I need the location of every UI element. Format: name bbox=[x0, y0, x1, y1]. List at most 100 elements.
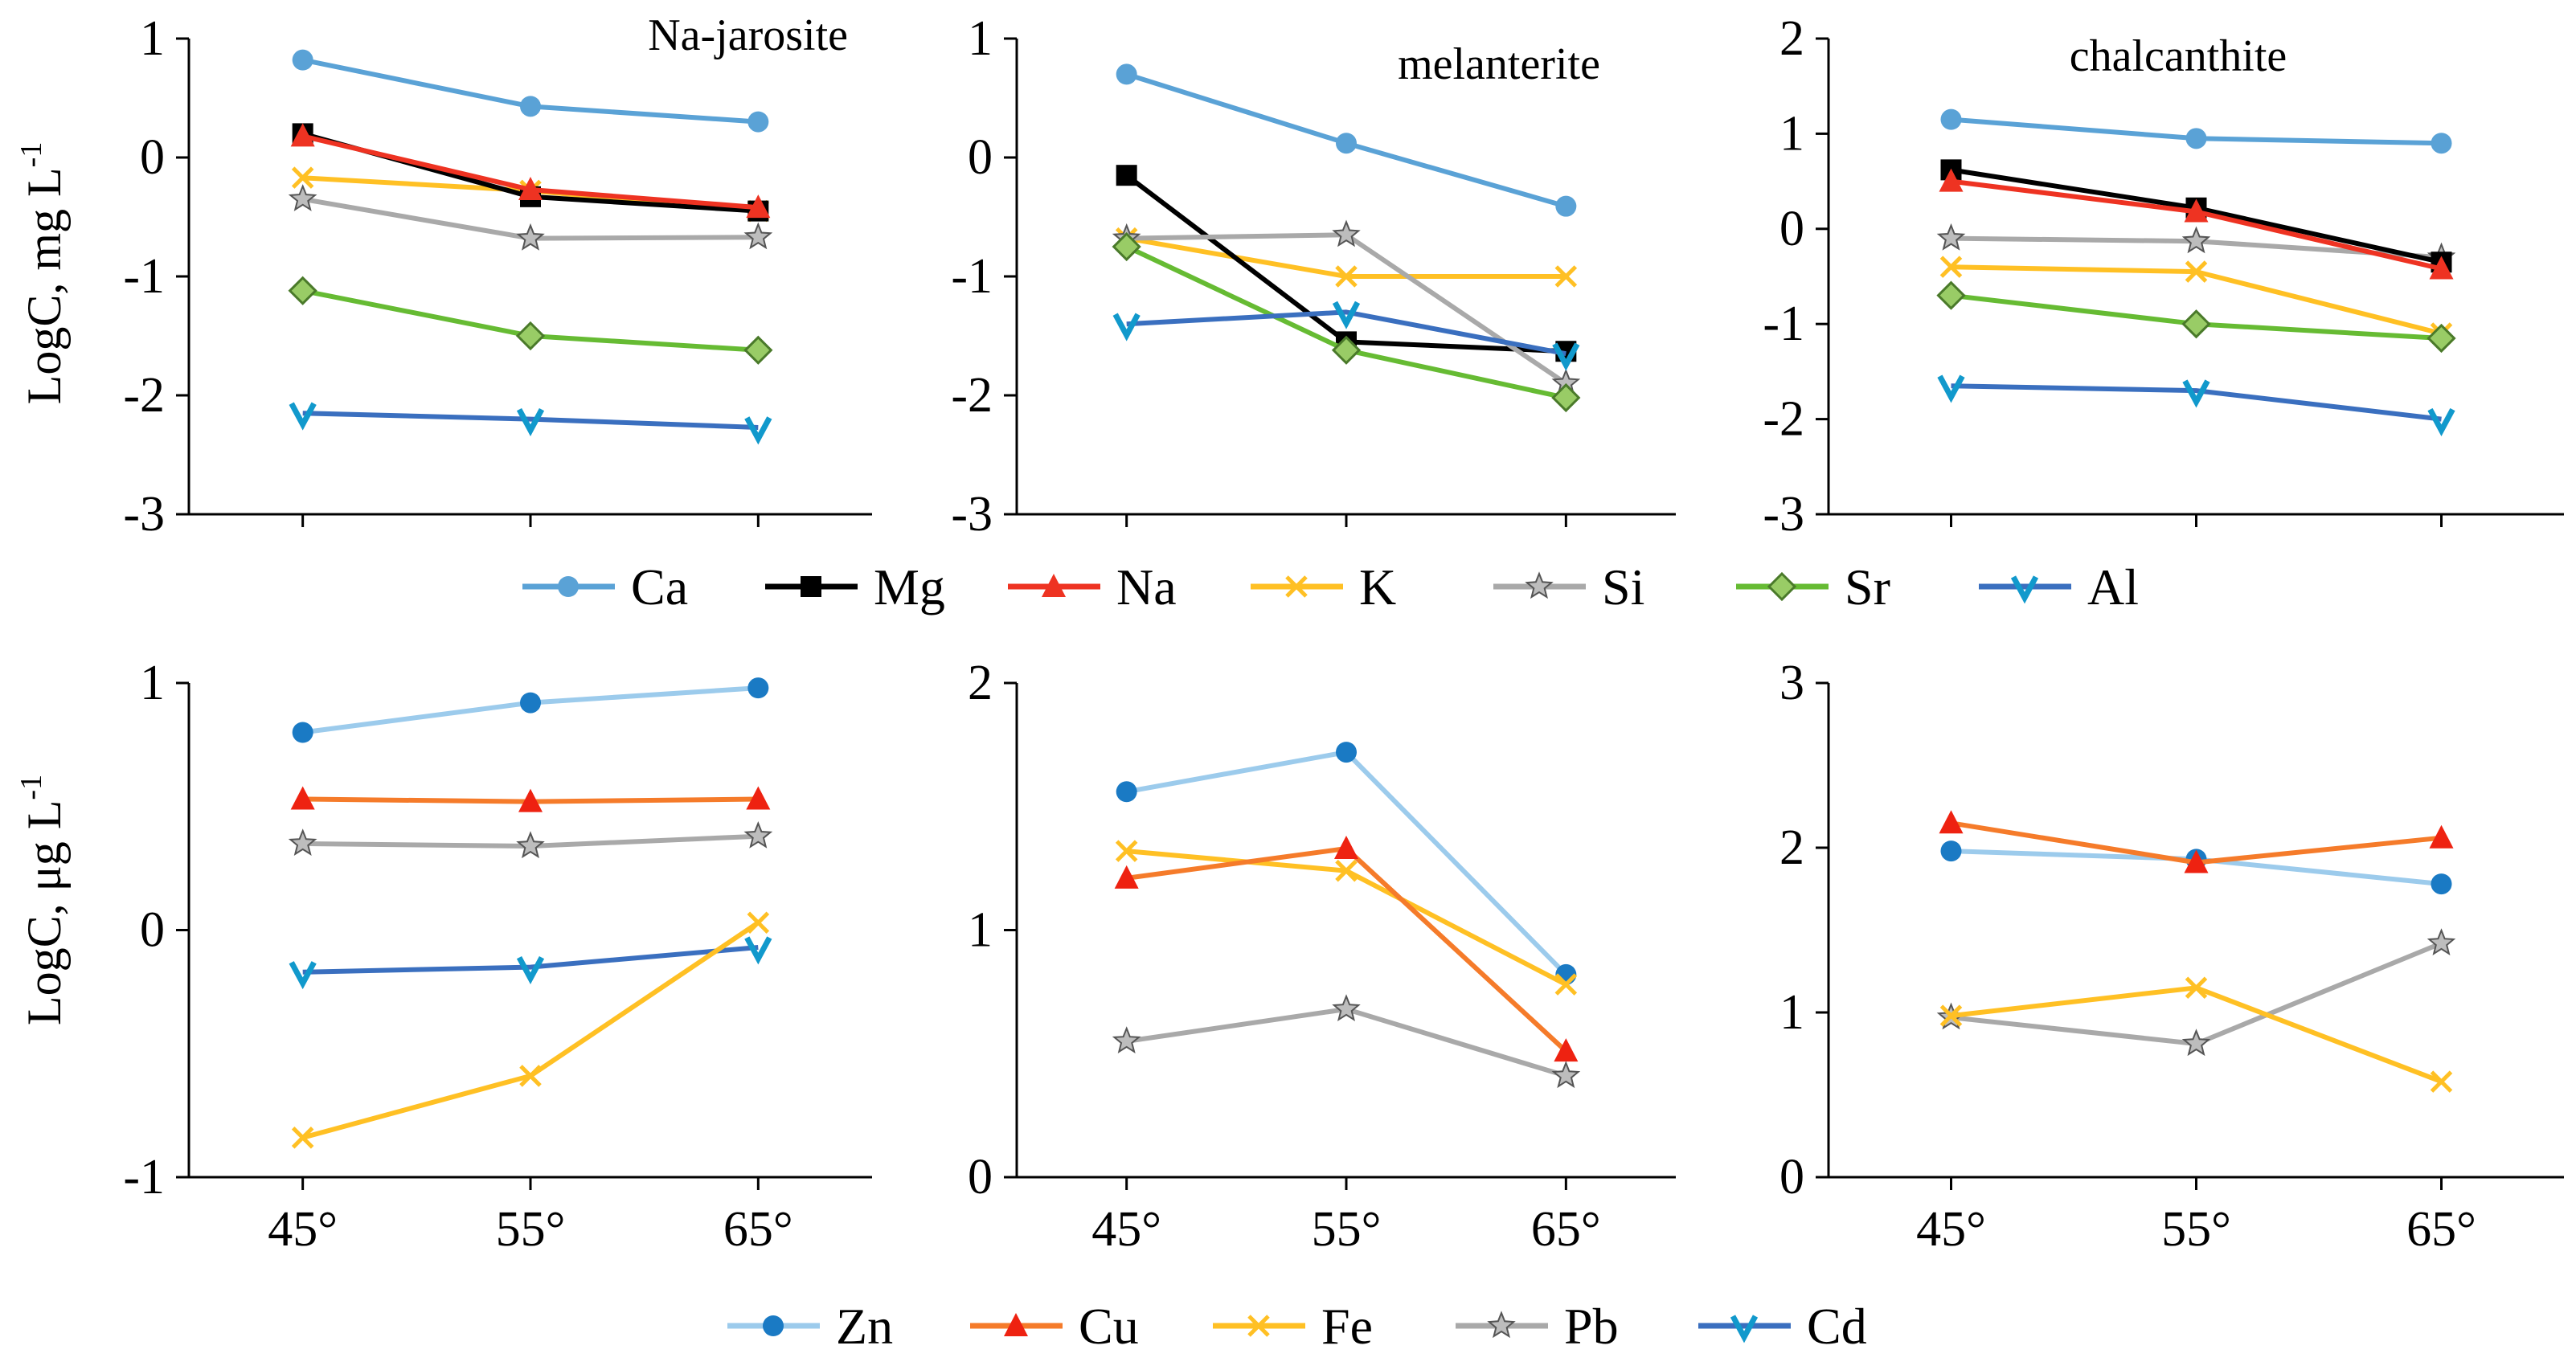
data-point-sr bbox=[288, 276, 317, 305]
legend-item-ca: Ca bbox=[522, 558, 688, 616]
data-point-al bbox=[516, 407, 545, 436]
y-tick-label: 0 bbox=[140, 903, 165, 958]
y-tick-label: -1 bbox=[1763, 297, 1804, 351]
x-tick-label: 65° bbox=[723, 1202, 793, 1257]
legend-label: Mg bbox=[874, 558, 945, 616]
x-tick-label: 45° bbox=[268, 1202, 338, 1257]
panel-4: 1 0 -1 45° 55° 65° bbox=[123, 656, 872, 1257]
data-point-fe bbox=[1335, 859, 1358, 882]
data-point-si bbox=[288, 184, 317, 211]
data-point-mg bbox=[1116, 165, 1137, 186]
y-tick-label: 0 bbox=[968, 130, 993, 185]
legend-item-cd: Cd bbox=[1698, 1298, 1867, 1355]
legend-item-cu: Cu bbox=[970, 1298, 1139, 1355]
y-tick-label: 0 bbox=[140, 130, 165, 185]
legend-label: Na bbox=[1116, 558, 1177, 616]
data-point-cd bbox=[516, 955, 545, 985]
data-point-pb bbox=[288, 828, 317, 856]
data-point-zn bbox=[747, 677, 769, 699]
series-fe bbox=[1115, 840, 1578, 996]
panel-2: 1 0 -1 -2 -3 melanterite bbox=[951, 11, 1676, 542]
panel-title: chalcanthite bbox=[2070, 31, 2287, 81]
data-point-na bbox=[518, 176, 543, 200]
data-point-fe bbox=[2430, 1070, 2453, 1093]
series-cd bbox=[289, 936, 772, 990]
data-point-al bbox=[1552, 342, 1580, 371]
series-na bbox=[1939, 168, 2454, 280]
panel-6: 3 2 1 0 45° 55° 65° bbox=[1779, 656, 2564, 1257]
x-tick-label: 45° bbox=[1916, 1202, 1986, 1257]
series-ca bbox=[1116, 63, 1577, 217]
data-point-al bbox=[744, 416, 772, 445]
series-line-al bbox=[1951, 383, 2442, 422]
legend-item-pb: Pb bbox=[1456, 1298, 1619, 1355]
data-point-pb bbox=[2427, 928, 2456, 955]
data-point-cu bbox=[290, 786, 315, 810]
data-point-zn bbox=[1116, 781, 1137, 803]
y-tick-label: 1 bbox=[1779, 106, 1804, 161]
legend-item-fe: Fe bbox=[1213, 1298, 1373, 1355]
series-al bbox=[289, 402, 772, 445]
x-tick-label: 65° bbox=[2406, 1202, 2476, 1257]
y-tick-label: 2 bbox=[968, 656, 993, 710]
data-point-pb bbox=[2181, 1029, 2211, 1057]
data-point-al bbox=[2427, 407, 2455, 436]
legend-marker-fe bbox=[1247, 1315, 1270, 1337]
data-point-al bbox=[289, 402, 317, 431]
legend-marker-mg bbox=[801, 576, 821, 597]
data-point-fe bbox=[1939, 1004, 1963, 1027]
y-tick-label: -3 bbox=[1763, 487, 1804, 542]
data-point-ca bbox=[1336, 133, 1357, 154]
y-tick-label: 0 bbox=[968, 1150, 993, 1204]
series-line-al bbox=[302, 411, 759, 430]
y-tick-label: 1 bbox=[140, 11, 165, 66]
data-point-cu bbox=[1939, 810, 1964, 834]
legend-label: Pb bbox=[1564, 1298, 1619, 1355]
data-point-al bbox=[2182, 379, 2210, 408]
data-point-ca bbox=[747, 111, 769, 133]
legend-marker-k bbox=[1285, 575, 1308, 598]
panel-1: 1 0 -1 -2 -3 Na-jarosite bbox=[123, 10, 872, 542]
series-mg bbox=[292, 123, 769, 222]
series-fe bbox=[291, 911, 770, 1149]
legend-item-k: K bbox=[1251, 558, 1396, 616]
y-tick-label: 1 bbox=[140, 656, 165, 710]
legend-label: Si bbox=[1602, 558, 1644, 616]
y-tick-label: -2 bbox=[123, 368, 165, 423]
series-si bbox=[288, 184, 773, 251]
x-tick-label: 55° bbox=[2161, 1202, 2231, 1257]
data-point-ca bbox=[292, 49, 313, 71]
series-line-pb bbox=[1951, 941, 2443, 1046]
series-line-zn bbox=[1126, 750, 1568, 976]
legend-marker-ca bbox=[558, 576, 579, 597]
data-point-sr bbox=[1331, 335, 1362, 365]
y-axis-label-top: LogC, mg L-1 bbox=[14, 142, 71, 405]
y-tick-label: -2 bbox=[951, 368, 993, 423]
data-point-cu bbox=[1554, 1038, 1579, 1062]
legend-label: Al bbox=[2087, 558, 2139, 616]
data-point-si bbox=[1936, 223, 1966, 251]
y-tick-label: -1 bbox=[951, 249, 993, 304]
y-tick-label: -1 bbox=[123, 1150, 165, 1204]
data-point-fe bbox=[2185, 976, 2208, 1000]
series-na bbox=[290, 123, 771, 219]
data-point-na bbox=[2429, 256, 2454, 280]
series-line-k bbox=[1126, 235, 1566, 279]
data-point-pb bbox=[1112, 1026, 1141, 1053]
data-point-na bbox=[746, 194, 771, 219]
data-point-sr bbox=[1936, 280, 1966, 310]
legend-marker-al bbox=[2010, 575, 2039, 604]
data-point-zn bbox=[292, 722, 313, 743]
data-point-sr bbox=[2181, 309, 2211, 339]
data-point-si bbox=[2181, 226, 2211, 254]
data-point-pb bbox=[516, 831, 545, 859]
series-cu bbox=[1939, 810, 2454, 873]
y-tick-label: -3 bbox=[951, 487, 993, 542]
legend-label: Zn bbox=[836, 1298, 893, 1355]
y-tick-label: -2 bbox=[1763, 392, 1804, 447]
series-pb bbox=[1936, 928, 2456, 1057]
x-tick-label: 65° bbox=[1531, 1202, 1601, 1257]
data-point-na bbox=[2184, 198, 2209, 223]
legend-marker-cu bbox=[1004, 1313, 1028, 1336]
